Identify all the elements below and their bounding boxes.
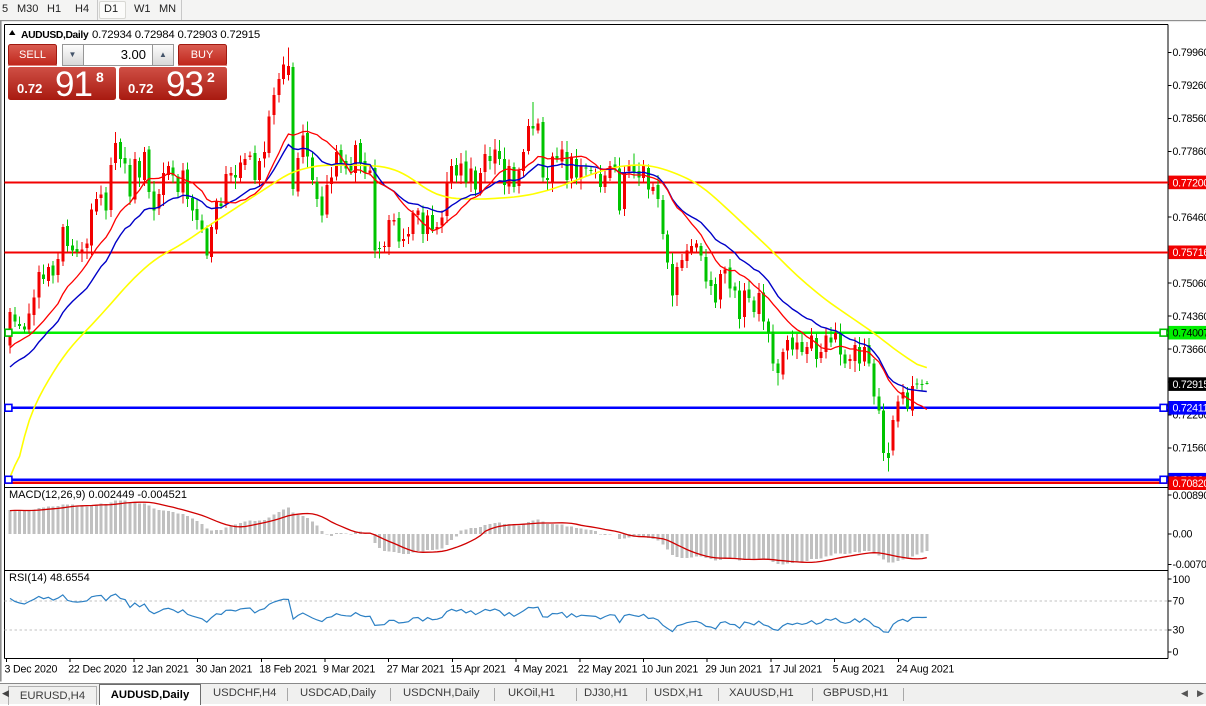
svg-text:0.74007: 0.74007 bbox=[1173, 328, 1206, 340]
svg-text:0.76460: 0.76460 bbox=[1173, 212, 1206, 224]
svg-text:0.71560: 0.71560 bbox=[1173, 443, 1206, 455]
svg-text:AUDUSD,Daily: AUDUSD,Daily bbox=[21, 30, 89, 41]
svg-text:-0.00701: -0.00701 bbox=[1173, 559, 1206, 571]
svg-text:27 Mar 2021: 27 Mar 2021 bbox=[387, 664, 445, 676]
svg-text:0.00890: 0.00890 bbox=[1173, 490, 1206, 502]
svg-text:MACD(12,26,9) 0.002449 -0.004: MACD(12,26,9) 0.002449 -0.004521 bbox=[9, 489, 187, 501]
svg-text:0.72411: 0.72411 bbox=[1173, 403, 1206, 415]
svg-text:0.79960: 0.79960 bbox=[1173, 47, 1206, 59]
svg-text:30 Jan 2021: 30 Jan 2021 bbox=[196, 664, 253, 676]
svg-text:0.79260: 0.79260 bbox=[1173, 80, 1206, 92]
svg-text:4 May 2021: 4 May 2021 bbox=[514, 664, 568, 676]
svg-text:22 Dec 2020: 22 Dec 2020 bbox=[68, 664, 127, 676]
svg-text:0.70820: 0.70820 bbox=[1173, 478, 1206, 490]
svg-text:0.77200: 0.77200 bbox=[1173, 177, 1206, 189]
svg-text:12 Jan 2021: 12 Jan 2021 bbox=[132, 664, 189, 676]
svg-text:70: 70 bbox=[1173, 596, 1185, 608]
svg-text:30: 30 bbox=[1173, 625, 1185, 637]
svg-text:10 Jun 2021: 10 Jun 2021 bbox=[642, 664, 699, 676]
svg-text:15 Apr 2021: 15 Apr 2021 bbox=[450, 664, 506, 676]
svg-text:0.73660: 0.73660 bbox=[1173, 344, 1206, 356]
svg-text:0.72934 0.72984 0.72903 0.7291: 0.72934 0.72984 0.72903 0.72915 bbox=[92, 29, 260, 41]
svg-text:0.77860: 0.77860 bbox=[1173, 146, 1206, 158]
svg-text:0.78560: 0.78560 bbox=[1173, 113, 1206, 125]
svg-text:0.75716: 0.75716 bbox=[1173, 247, 1206, 259]
svg-text:0.00: 0.00 bbox=[1173, 529, 1193, 541]
svg-text:9 Mar 2021: 9 Mar 2021 bbox=[323, 664, 375, 676]
svg-text:0.75060: 0.75060 bbox=[1173, 278, 1206, 290]
svg-text:29 Jun 2021: 29 Jun 2021 bbox=[705, 664, 762, 676]
svg-text:0.74360: 0.74360 bbox=[1173, 311, 1206, 323]
svg-text:17 Jul 2021: 17 Jul 2021 bbox=[769, 664, 822, 676]
svg-text:3 Dec 2020: 3 Dec 2020 bbox=[5, 664, 58, 676]
svg-text:0.72915: 0.72915 bbox=[1173, 379, 1206, 391]
svg-text:22 May 2021: 22 May 2021 bbox=[578, 664, 638, 676]
svg-text:24 Aug 2021: 24 Aug 2021 bbox=[896, 664, 954, 676]
svg-text:100: 100 bbox=[1173, 574, 1191, 586]
svg-text:5 Aug 2021: 5 Aug 2021 bbox=[833, 664, 885, 676]
svg-text:RSI(14) 48.6554: RSI(14) 48.6554 bbox=[9, 572, 90, 584]
svg-text:0: 0 bbox=[1173, 647, 1179, 659]
svg-text:18 Feb 2021: 18 Feb 2021 bbox=[259, 664, 317, 676]
